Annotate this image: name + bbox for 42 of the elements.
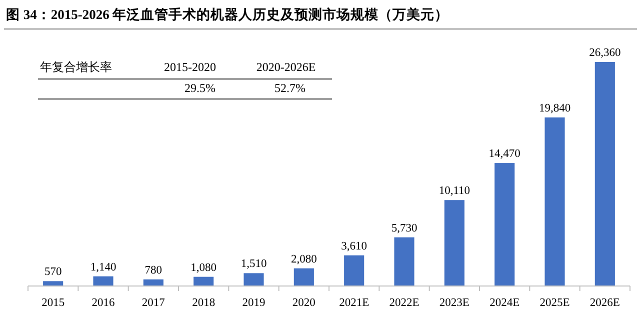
data-label: 2,080 [290,253,318,266]
text: 2015-2020 [164,60,216,74]
bar [43,281,64,286]
data-label: 26,360 [589,47,621,59]
bar [294,268,314,286]
bar [244,273,264,286]
x-tick-label: 2022E [389,297,420,309]
data-label: 1,080 [190,262,217,274]
x-tick-label: 2019 [242,297,266,309]
x-tick-label: 2017 [142,297,166,309]
bar [494,163,515,286]
data-label: 14,470 [488,148,521,160]
x-tick-label: 2016 [92,297,115,309]
data-label: 3,610 [341,240,368,252]
data-label: 5,730 [391,222,418,234]
x-tick-label: 2015 [42,297,65,309]
bar [344,255,364,286]
data-label: 780 [144,264,162,276]
data-label: 19,840 [538,102,571,114]
bar [444,200,464,286]
bar [394,237,414,286]
text: 29.5% [184,81,216,95]
bar [194,276,214,286]
x-tick-label: 2020 [292,297,316,309]
data-label: 1,510 [240,258,267,270]
text: 52.7% [274,81,306,95]
x-tick-label: 2026E [590,297,620,309]
chart-title: 图 34：2015-2026 年泛血管手术的机器人历史及预测市场规模（万美元） [6,6,449,22]
bar [594,62,615,286]
x-tick-label: 2024E [490,297,520,309]
bar [93,276,114,286]
bar [544,117,565,286]
x-tick-label: 2018 [192,297,216,309]
text: 年复合增长率 [40,60,112,74]
x-tick-label: 2023E [439,297,470,309]
data-label: 10,110 [438,185,470,198]
data-label: 570 [44,266,62,278]
data-label: 1,140 [90,261,116,274]
bar [143,279,164,286]
x-tick-label: 2021E [339,297,370,309]
x-tick-label: 2025E [540,297,570,309]
text: 2020-2026E [256,60,316,74]
